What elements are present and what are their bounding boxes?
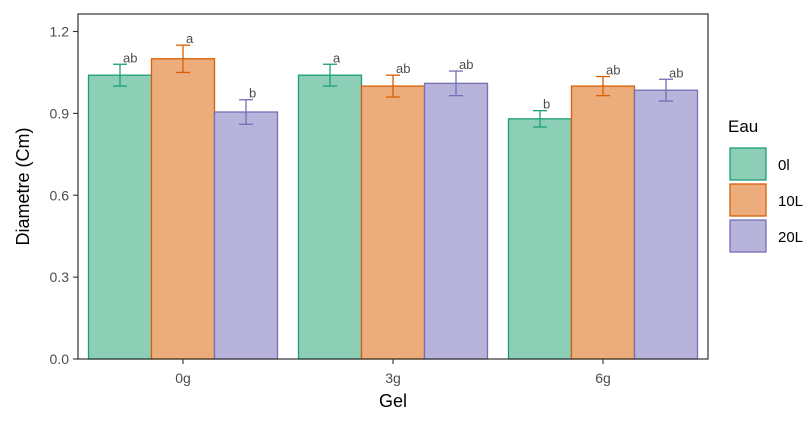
y-tick-label: 0.3 xyxy=(50,269,70,285)
legend-title: Eau xyxy=(728,117,758,136)
x-tick-label-6g: 6g xyxy=(595,370,611,386)
significance-letter-20L-0g: b xyxy=(249,86,256,101)
y-tick-label: 0.0 xyxy=(50,351,70,367)
y-axis-title: Diametre (Cm) xyxy=(13,127,33,245)
significance-letter-10L-6g: ab xyxy=(606,63,620,78)
significance-letter-10L-0g: a xyxy=(186,31,194,46)
bar-10L-6g xyxy=(570,85,636,360)
significance-letter-10L-3g: ab xyxy=(396,61,410,76)
significance-letter-0l-3g: a xyxy=(333,50,341,65)
significance-letter-20L-3g: ab xyxy=(459,57,473,72)
legend-key-20L xyxy=(729,219,767,253)
x-tick-label-3g: 3g xyxy=(385,370,401,386)
bar-20L-6g xyxy=(633,89,699,360)
legend-label-0l: 0l xyxy=(778,157,790,174)
y-tick-label: 0.6 xyxy=(50,187,70,203)
y-tick-label: 0.9 xyxy=(50,105,70,121)
legend: Eau 0l 10L 20L xyxy=(728,117,803,253)
axes-layer: 0g 3g 6g 0.0 0.3 0.6 0.9 1.2 xyxy=(50,24,611,387)
significance-letter-0l-6g: b xyxy=(543,97,550,112)
y-tick-label: 1.2 xyxy=(50,24,70,40)
x-axis-title: Gel xyxy=(379,391,407,411)
bar-0l-3g xyxy=(297,74,363,360)
legend-label-20L: 20L xyxy=(778,229,803,246)
bar-10L-3g xyxy=(360,85,426,360)
bar-20L-3g xyxy=(423,82,489,360)
legend-key-0l xyxy=(729,147,767,181)
bar-0l-0g xyxy=(87,74,153,360)
legend-key-10L xyxy=(729,183,767,217)
bar-10L-0g xyxy=(150,58,216,360)
x-tick-label-0g: 0g xyxy=(175,370,191,386)
significance-letter-0l-0g: ab xyxy=(123,50,137,65)
legend-label-10L: 10L xyxy=(778,193,803,210)
significance-letter-20L-6g: ab xyxy=(669,65,683,80)
bar-0l-6g xyxy=(507,118,573,360)
bar-20L-0g xyxy=(213,111,279,360)
